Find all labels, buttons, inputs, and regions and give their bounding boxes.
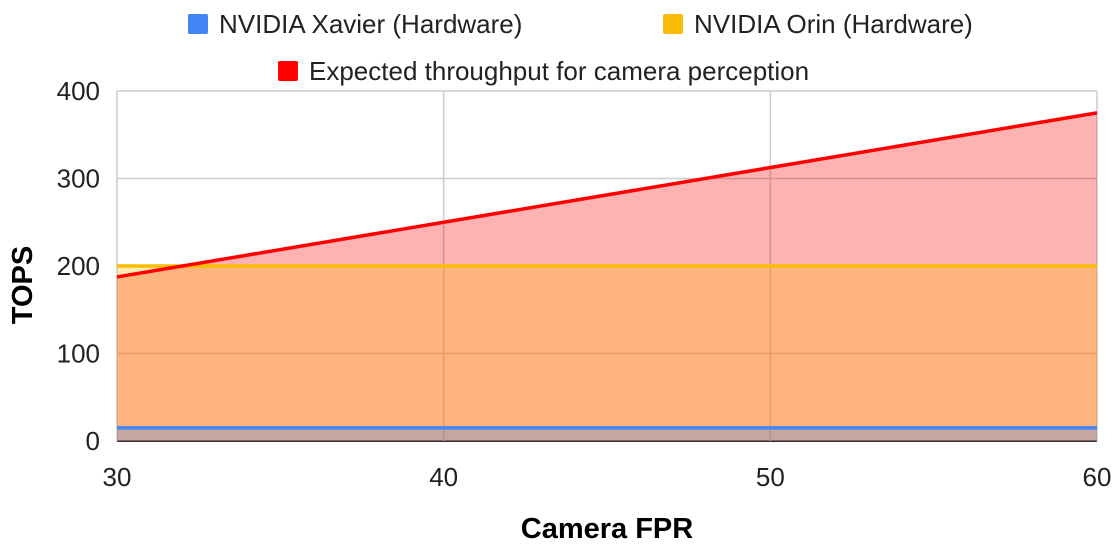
legend-label: NVIDIA Xavier (Hardware)	[219, 9, 522, 39]
y-tick-label: 100	[57, 339, 100, 369]
x-tick-labels: 30 40 50 60	[103, 462, 1112, 492]
y-tick-labels: 0 100 200 300 400	[57, 76, 100, 456]
legend-label: NVIDIA Orin (Hardware)	[694, 9, 973, 39]
y-axis-title: TOPS	[7, 246, 39, 324]
x-tick-label: 30	[103, 462, 132, 492]
series-lines	[116, 111, 1098, 430]
area-2	[117, 112, 1097, 441]
legend-swatch	[663, 14, 683, 34]
legend: NVIDIA Xavier (Hardware) NVIDIA Orin (Har…	[188, 9, 973, 86]
y-tick-label: 200	[57, 251, 100, 281]
x-tick-label: 60	[1083, 462, 1112, 492]
area-0	[117, 427, 1097, 441]
series-areas	[117, 112, 1097, 441]
y-tick-label: 400	[57, 76, 100, 106]
x-tick-label: 40	[429, 462, 458, 492]
x-axis-title: Camera FPR	[521, 513, 694, 545]
y-tick-label: 300	[57, 164, 100, 194]
legend-swatch	[278, 61, 298, 81]
area-1	[117, 266, 1097, 441]
line-2	[116, 111, 1098, 279]
legend-label: Expected throughput for camera perceptio…	[309, 56, 809, 86]
legend-swatch	[188, 14, 208, 34]
x-tick-label: 50	[756, 462, 785, 492]
y-tick-label: 0	[86, 426, 100, 456]
